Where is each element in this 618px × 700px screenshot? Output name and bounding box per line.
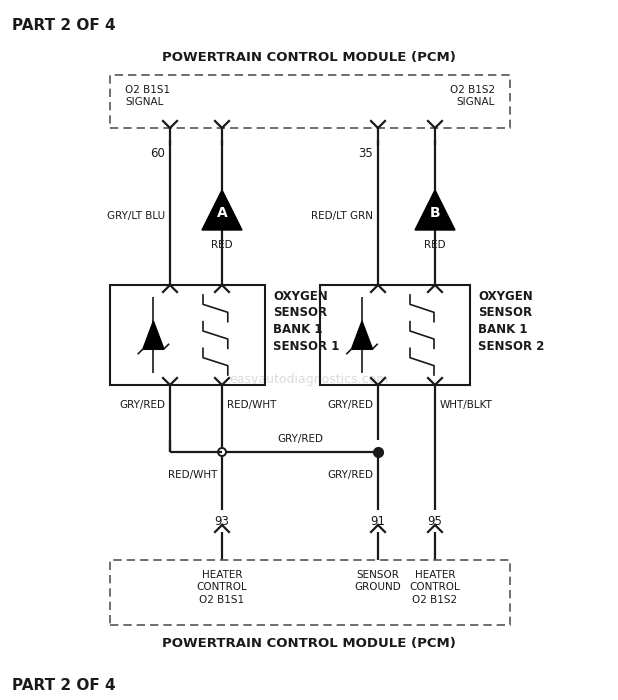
Text: GRY/RED: GRY/RED	[327, 400, 373, 410]
Polygon shape	[202, 190, 242, 230]
Text: POWERTRAIN CONTROL MODULE (PCM): POWERTRAIN CONTROL MODULE (PCM)	[162, 636, 456, 650]
Text: GRY/RED: GRY/RED	[277, 434, 323, 444]
Text: RED/WHT: RED/WHT	[167, 470, 217, 480]
Text: GRY/RED: GRY/RED	[119, 400, 165, 410]
Text: PART 2 OF 4: PART 2 OF 4	[12, 678, 116, 693]
Text: B: B	[430, 206, 440, 220]
Polygon shape	[415, 190, 455, 230]
Text: OXYGEN
SENSOR
BANK 1
SENSOR 2: OXYGEN SENSOR BANK 1 SENSOR 2	[478, 290, 544, 353]
Text: O2 B1S1: O2 B1S1	[125, 85, 170, 95]
Text: RED/WHT: RED/WHT	[227, 400, 276, 410]
Text: SIGNAL: SIGNAL	[125, 97, 163, 107]
Text: SIGNAL: SIGNAL	[457, 97, 495, 107]
Text: 91: 91	[371, 515, 386, 528]
Polygon shape	[352, 321, 373, 349]
Text: RED/LT GRN: RED/LT GRN	[311, 211, 373, 221]
Text: HEATER
CONTROL
O2 B1S1: HEATER CONTROL O2 B1S1	[197, 570, 247, 605]
Bar	[320, 285, 470, 385]
Text: O2 B1S2: O2 B1S2	[450, 85, 495, 95]
Text: HEATER
CONTROL
O2 B1S2: HEATER CONTROL O2 B1S2	[410, 570, 460, 605]
Text: RED: RED	[211, 240, 233, 250]
Bar	[110, 560, 510, 625]
Text: 35: 35	[358, 147, 373, 160]
Polygon shape	[143, 321, 164, 349]
Text: A: A	[217, 206, 227, 220]
Text: OXYGEN
SENSOR
BANK 1
SENSOR 1: OXYGEN SENSOR BANK 1 SENSOR 1	[273, 290, 339, 353]
Text: WHT/BLKT: WHT/BLKT	[440, 400, 493, 410]
Text: POWERTRAIN CONTROL MODULE (PCM): POWERTRAIN CONTROL MODULE (PCM)	[162, 52, 456, 64]
Text: RED: RED	[424, 240, 446, 250]
Text: PART 2 OF 4: PART 2 OF 4	[12, 18, 116, 33]
Text: easyautodiagnostics.com: easyautodiagnostics.com	[229, 374, 389, 386]
Bar	[110, 285, 265, 385]
Text: GRY/LT BLU: GRY/LT BLU	[107, 211, 165, 221]
Text: 95: 95	[428, 515, 442, 528]
Text: SENSOR
GROUND: SENSOR GROUND	[355, 570, 401, 592]
Text: 93: 93	[214, 515, 229, 528]
Text: 60: 60	[150, 147, 165, 160]
Bar	[110, 75, 510, 128]
Text: GRY/RED: GRY/RED	[327, 470, 373, 480]
